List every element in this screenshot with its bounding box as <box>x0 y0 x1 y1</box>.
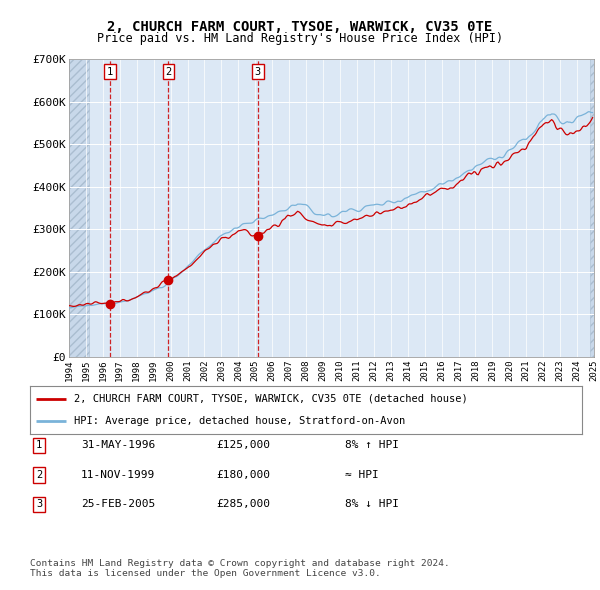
Text: Contains HM Land Registry data © Crown copyright and database right 2024.: Contains HM Land Registry data © Crown c… <box>30 559 450 568</box>
Text: 11-NOV-1999: 11-NOV-1999 <box>81 470 155 480</box>
Text: This data is licensed under the Open Government Licence v3.0.: This data is licensed under the Open Gov… <box>30 569 381 578</box>
Text: 8% ↓ HPI: 8% ↓ HPI <box>345 500 399 509</box>
Text: 2, CHURCH FARM COURT, TYSOE, WARWICK, CV35 0TE: 2, CHURCH FARM COURT, TYSOE, WARWICK, CV… <box>107 19 493 34</box>
Bar <box>590 59 594 357</box>
Text: 31-MAY-1996: 31-MAY-1996 <box>81 441 155 450</box>
Text: 8% ↑ HPI: 8% ↑ HPI <box>345 441 399 450</box>
Text: 2: 2 <box>36 470 42 480</box>
Text: 2, CHURCH FARM COURT, TYSOE, WARWICK, CV35 0TE (detached house): 2, CHURCH FARM COURT, TYSOE, WARWICK, CV… <box>74 394 468 404</box>
Text: 1: 1 <box>107 67 113 77</box>
Text: 2: 2 <box>165 67 172 77</box>
Text: HPI: Average price, detached house, Stratford-on-Avon: HPI: Average price, detached house, Stra… <box>74 417 406 427</box>
Text: Price paid vs. HM Land Registry's House Price Index (HPI): Price paid vs. HM Land Registry's House … <box>97 32 503 45</box>
Text: 1: 1 <box>36 441 42 450</box>
Text: 3: 3 <box>36 500 42 509</box>
Bar <box>69 59 89 357</box>
Text: £125,000: £125,000 <box>216 441 270 450</box>
Text: 25-FEB-2005: 25-FEB-2005 <box>81 500 155 509</box>
Text: 3: 3 <box>255 67 261 77</box>
Text: £180,000: £180,000 <box>216 470 270 480</box>
Text: £285,000: £285,000 <box>216 500 270 509</box>
Text: ≈ HPI: ≈ HPI <box>345 470 379 480</box>
